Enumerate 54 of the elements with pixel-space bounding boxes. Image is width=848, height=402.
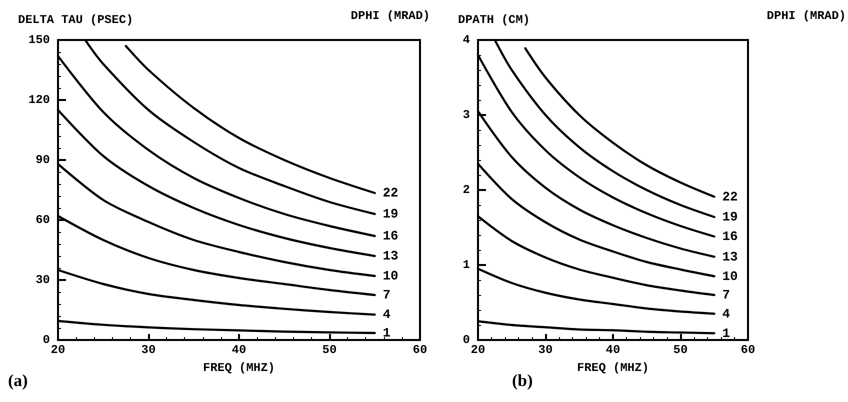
x-tick-label: 40 — [606, 343, 620, 357]
series-label: 7 — [382, 288, 391, 302]
series-label: 16 — [722, 229, 738, 244]
series-label: 22 — [382, 186, 399, 200]
legend-title: DPHI (MRAD) — [350, 9, 430, 23]
series-label: 4 — [722, 306, 730, 322]
series-label: 10 — [722, 268, 738, 284]
text: (b) — [512, 371, 533, 390]
line-series — [476, 268, 716, 315]
x-tick-label: 20 — [470, 343, 486, 357]
y-tick-label: 0 — [42, 333, 50, 347]
series-label: 7 — [722, 288, 730, 302]
y-axis-title: DPATH (CM) — [458, 13, 530, 27]
text: (a) — [8, 371, 28, 390]
x-tick-label: 20 — [50, 343, 66, 357]
x-tick-label: 30 — [141, 343, 156, 357]
line-series — [56, 162, 376, 278]
x-tick-label: 60 — [412, 343, 428, 357]
line-series — [476, 215, 716, 296]
x-axis-title: FREQ (MHZ) — [576, 361, 650, 375]
y-tick-label: 1 — [462, 258, 470, 272]
series-label: 10 — [382, 268, 399, 284]
y-tick-label: 150 — [28, 33, 50, 47]
series-label: 16 — [382, 228, 399, 244]
series-label: 4 — [382, 307, 391, 322]
series-label: 13 — [722, 249, 738, 264]
line-series — [124, 44, 376, 194]
y-tick-label: 0 — [462, 333, 470, 347]
line-series — [476, 162, 716, 278]
y-tick-label: 30 — [36, 273, 50, 287]
y-tick-label: 90 — [36, 153, 50, 167]
line-series — [56, 214, 376, 296]
series-label: 1 — [382, 326, 391, 340]
series-label: 22 — [722, 189, 738, 204]
y-tick-label: 120 — [28, 93, 50, 107]
y-tick-label: 3 — [462, 108, 470, 122]
x-tick-label: 50 — [673, 343, 688, 357]
x-tick-label: 60 — [740, 343, 756, 357]
y-axis-title: DELTA TAU (PSEC) — [18, 13, 134, 27]
series-label: 1 — [722, 326, 730, 341]
x-tick-label: 40 — [232, 343, 246, 357]
legend-title: DPHI (MRAD) — [766, 9, 846, 23]
series-label: 19 — [722, 210, 738, 224]
x-tick-label: 50 — [322, 343, 337, 357]
line-series — [524, 47, 716, 198]
series-label: 13 — [382, 248, 399, 264]
x-tick-label: 30 — [538, 343, 553, 357]
x-axis-title: FREQ (MHZ) — [202, 361, 276, 375]
line-series — [56, 54, 376, 238]
line-series — [476, 110, 716, 258]
y-tick-label: 2 — [462, 183, 470, 197]
y-tick-label: 60 — [36, 213, 50, 227]
series-label: 19 — [382, 206, 399, 222]
y-tick-label: 4 — [462, 33, 470, 47]
